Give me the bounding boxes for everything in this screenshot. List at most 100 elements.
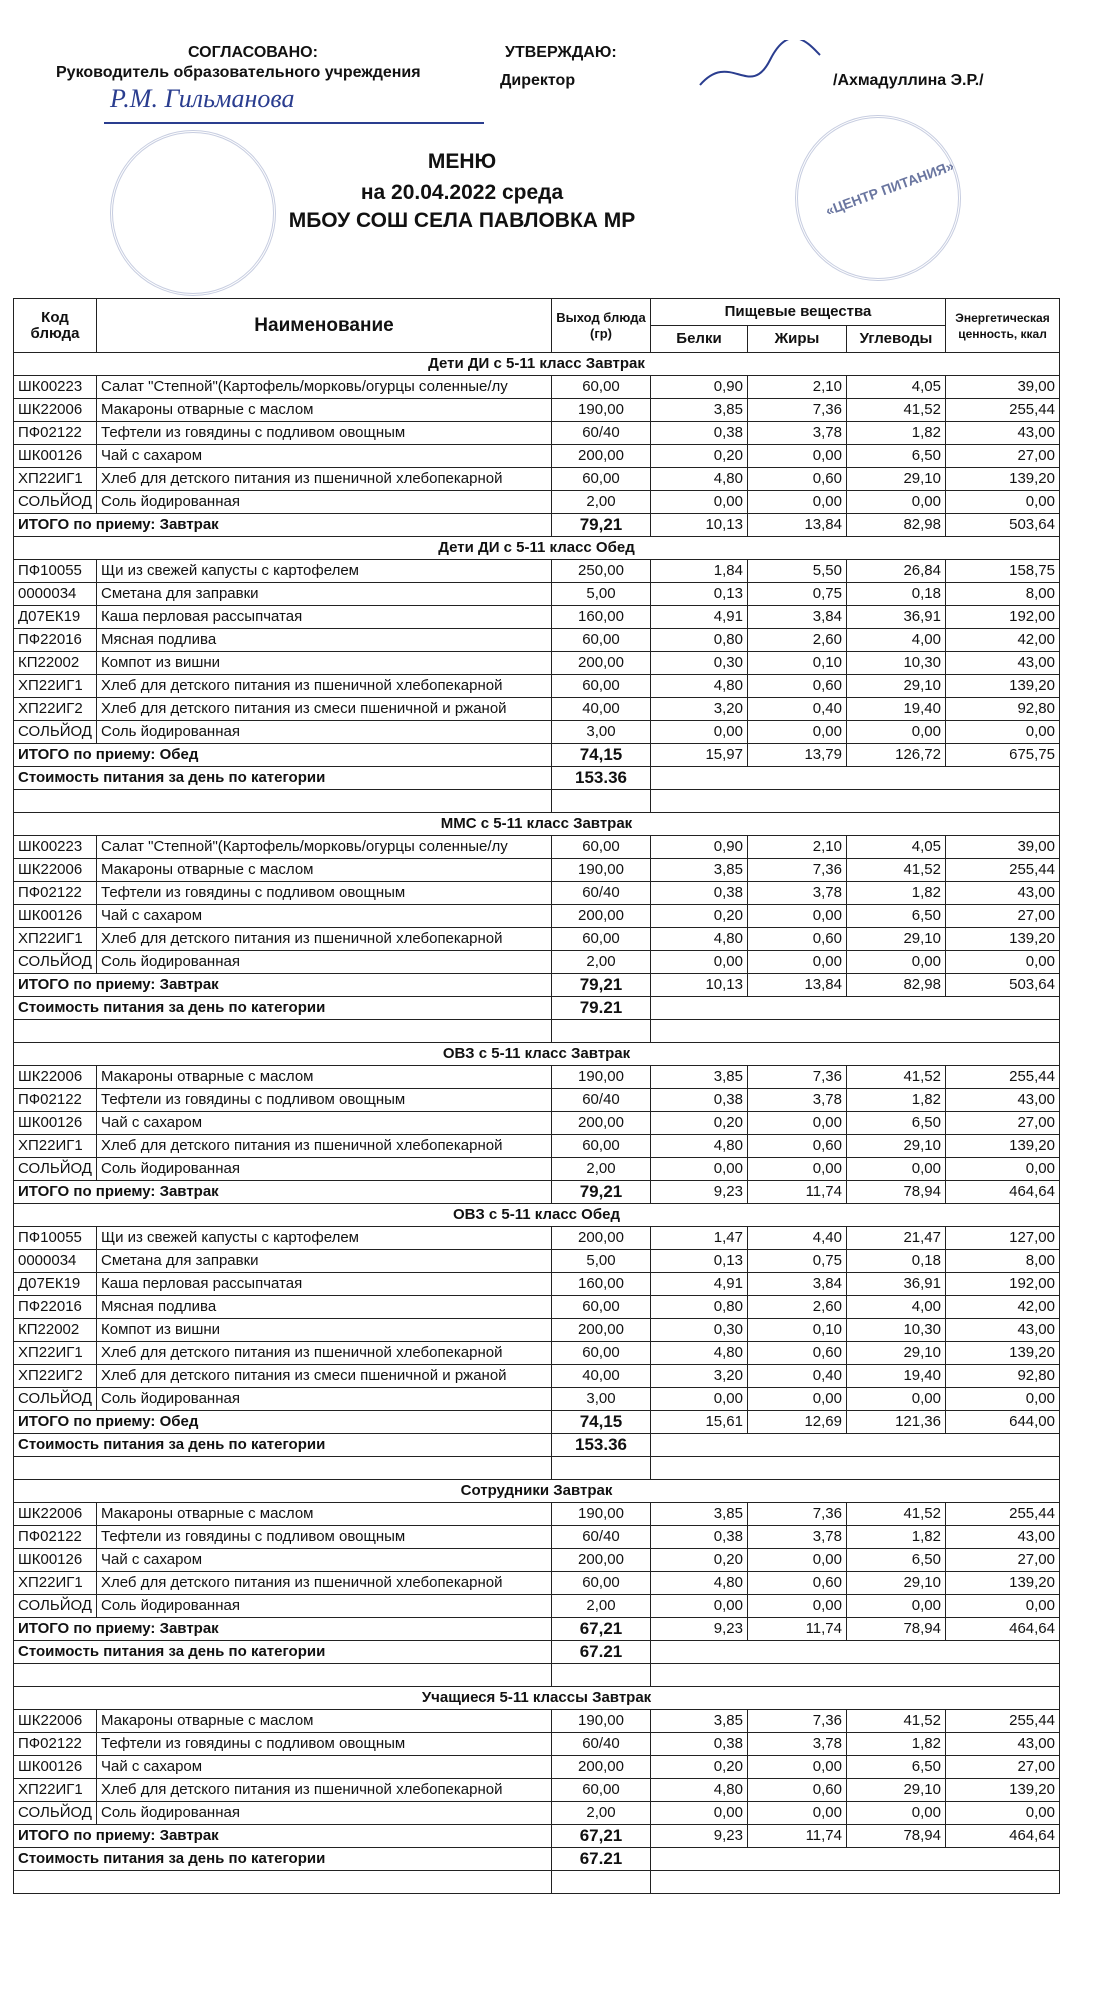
code: СОЛЬЙОД (13, 1387, 97, 1411)
output: 5,00 (551, 582, 651, 606)
dish-row: ПФ22016 Мясная подлива 60,00 0,80 2,60 4,00 42… (13, 1295, 1060, 1319)
output: 60,00 (551, 674, 651, 698)
carbs: 0,00 (846, 490, 946, 514)
section-title: ОВЗ с 5-11 класс Обед (13, 1203, 1060, 1227)
section-row: ОВЗ с 5-11 класс Завтрак (13, 1042, 1060, 1066)
protein: 3,20 (650, 1364, 748, 1388)
stamp-left (110, 130, 276, 296)
dish-name: Макароны отварные с маслом (96, 398, 552, 422)
school-name: МБОУ СОШ СЕЛА ПАВЛОВКА МР (288, 209, 636, 232)
code: ШК00223 (13, 375, 97, 399)
blank-cell (650, 1456, 1060, 1480)
header-code: Код блюда (13, 298, 97, 353)
fat: 2,60 (747, 628, 847, 652)
carbs: 19,40 (846, 1364, 946, 1388)
carbs: 0,18 (846, 1249, 946, 1273)
protein: 0,00 (650, 490, 748, 514)
carbs: 6,50 (846, 444, 946, 468)
code: ШК00126 (13, 904, 97, 928)
blank-row (13, 1663, 1060, 1687)
carbs: 29,10 (846, 927, 946, 951)
output: 2,00 (551, 1157, 651, 1181)
total-row: ИТОГО по приему: Завтрак 67,21 9,23 11,74 78… (13, 1824, 1060, 1848)
dish-name: Макароны отварные с маслом (96, 1502, 552, 1526)
energy: 43,00 (945, 651, 1060, 675)
energy: 43,00 (945, 1525, 1060, 1549)
output: 60,00 (551, 467, 651, 491)
dish-row: ПФ10055 Щи из свежей капусты с картофелем… (13, 559, 1060, 583)
energy: 255,44 (945, 1709, 1060, 1733)
carbs: 0,00 (846, 1801, 946, 1825)
dish-row: КП22002 Компот из вишни 200,00 0,30 0,10 10,3… (13, 1318, 1060, 1342)
carbs: 29,10 (846, 674, 946, 698)
fat: 7,36 (747, 398, 847, 422)
dish-name: Каша перловая рассыпчатая (96, 1272, 552, 1296)
fat: 3,84 (747, 605, 847, 629)
blank-cell (650, 1663, 1060, 1687)
dish-row: СОЛЬЙОД Соль йодированная 2,00 0,00 0,00 0,00… (13, 1801, 1060, 1825)
output: 60/40 (551, 881, 651, 905)
cost-empty (650, 1433, 1060, 1457)
code: ШК22006 (13, 1502, 97, 1526)
output: 60,00 (551, 835, 651, 859)
energy: 8,00 (945, 1249, 1060, 1273)
blank-cell (551, 1456, 651, 1480)
approved-role: Руководитель образовательного учреждения (56, 64, 421, 81)
energy: 192,00 (945, 1272, 1060, 1296)
carbs: 6,50 (846, 1755, 946, 1779)
total-row: ИТОГО по приему: Завтрак 79,21 9,23 11,74 78… (13, 1180, 1060, 1204)
output: 5,00 (551, 1249, 651, 1273)
dish-name: Хлеб для детского питания из пшеничной х… (96, 1778, 552, 1802)
dish-row: 0000034 Сметана для заправки 5,00 0,13 0,75 0… (13, 582, 1060, 606)
output: 3,00 (551, 1387, 651, 1411)
dish-name: Каша перловая рассыпчатая (96, 605, 552, 629)
dish-row: ПФ22016 Мясная подлива 60,00 0,80 2,60 4,00 42… (13, 628, 1060, 652)
energy: 43,00 (945, 1732, 1060, 1756)
dish-row: ПФ02122 Тефтели из говядины с подливом ов… (13, 1732, 1060, 1756)
protein: 0,30 (650, 651, 748, 675)
protein: 0,90 (650, 375, 748, 399)
code: ПФ10055 (13, 1226, 97, 1250)
director-signature (699, 40, 821, 86)
carbs: 6,50 (846, 1111, 946, 1135)
cost-label: Стоимость питания за день по категории (13, 766, 552, 790)
carbs: 78,94 (846, 1824, 946, 1848)
output: 60,00 (551, 1571, 651, 1595)
dish-row: Д07ЕК19 Каша перловая рассыпчатая 160,00 4,… (13, 1272, 1060, 1296)
menu-table: Код блюда Наименование Выход блюда (гр) … (13, 298, 1060, 1894)
output: 2,00 (551, 1594, 651, 1618)
carbs: 1,82 (846, 1525, 946, 1549)
cost-label: Стоимость питания за день по категории (13, 1433, 552, 1457)
protein: 0,80 (650, 628, 748, 652)
energy: 0,00 (945, 490, 1060, 514)
output: 74,15 (551, 1410, 651, 1434)
protein: 0,00 (650, 950, 748, 974)
energy: 0,00 (945, 950, 1060, 974)
output: 40,00 (551, 697, 651, 721)
energy: 255,44 (945, 1065, 1060, 1089)
cost-label: Стоимость питания за день по категории (13, 996, 552, 1020)
energy: 43,00 (945, 421, 1060, 445)
code: ШК00126 (13, 1755, 97, 1779)
dish-row: ХП22ИГ1 Хлеб для детского питания из пшен… (13, 1341, 1060, 1365)
energy: 43,00 (945, 1318, 1060, 1342)
dish-row: ШК00126 Чай с сахаром 200,00 0,20 0,00 6,50 27… (13, 1111, 1060, 1135)
header-carbs: Углеводы (846, 325, 946, 353)
section-title: Дети ДИ с 5-11 класс Завтрак (13, 352, 1060, 376)
output: 60,00 (551, 1295, 651, 1319)
dish-name: Хлеб для детского питания из смеси пшени… (96, 697, 552, 721)
code: СОЛЬЙОД (13, 490, 97, 514)
total-row: ИТОГО по приему: Завтрак 67,21 9,23 11,74 78… (13, 1617, 1060, 1641)
code: ШК22006 (13, 1709, 97, 1733)
energy: 464,64 (945, 1824, 1060, 1848)
dish-row: ШК00126 Чай с сахаром 200,00 0,20 0,00 6,50 27… (13, 1548, 1060, 1572)
code: ПФ02122 (13, 881, 97, 905)
carbs: 1,82 (846, 881, 946, 905)
carbs: 29,10 (846, 1341, 946, 1365)
energy: 644,00 (945, 1410, 1060, 1434)
stamp-right (795, 115, 961, 281)
fat: 0,60 (747, 1134, 847, 1158)
blank-cell (650, 1019, 1060, 1043)
cost-row: Стоимость питания за день по категории 79… (13, 996, 1060, 1020)
protein: 4,80 (650, 1134, 748, 1158)
